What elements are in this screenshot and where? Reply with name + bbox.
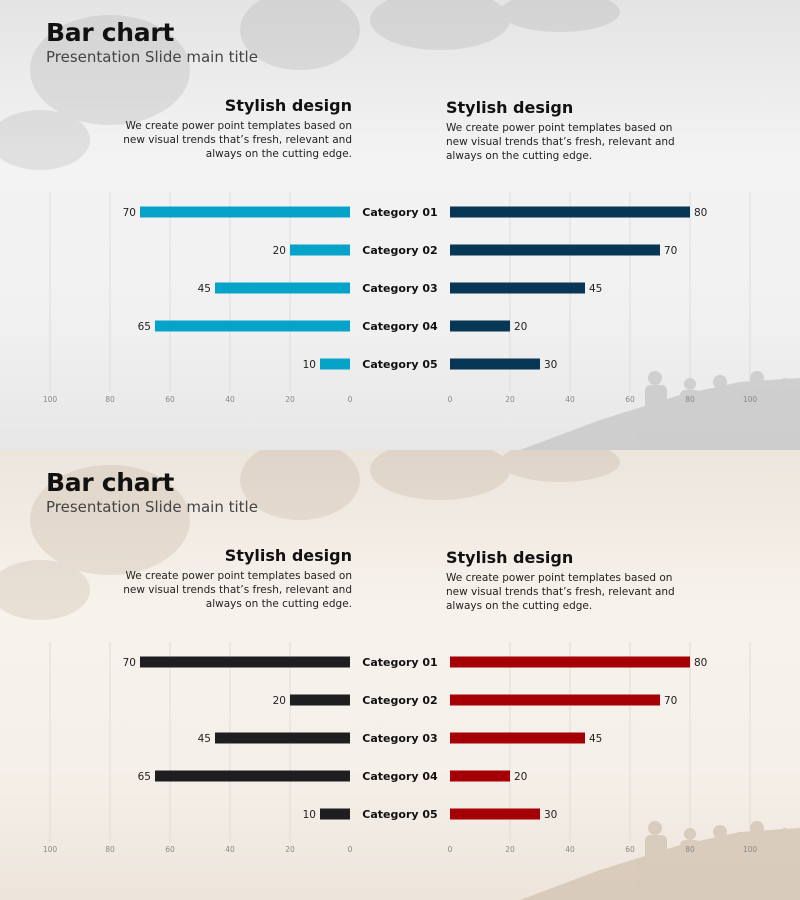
left-bar-value-label: 20	[273, 695, 286, 707]
category-label: Category 03	[362, 282, 437, 295]
category-label: Category 01	[362, 656, 437, 669]
left-axis-tick-label: 40	[225, 395, 235, 404]
right-bar	[450, 656, 690, 668]
left-axis-tick-label: 60	[165, 395, 175, 404]
left-axis-tick-label: 20	[285, 395, 295, 404]
right-axis-tick-label: 100	[743, 395, 758, 404]
right-bar-value-label: 30	[544, 809, 557, 821]
right-bar-value-label: 45	[589, 283, 602, 295]
left-bar	[155, 770, 350, 782]
left-bar-value-label: 70	[123, 207, 136, 219]
left-bar	[320, 808, 350, 820]
slide-subtitle: Presentation Slide main title	[46, 48, 258, 66]
left-axis-tick-label: 0	[348, 395, 353, 404]
left-bar-value-label: 45	[198, 733, 211, 745]
right-description: We create power point templates based on…	[446, 122, 675, 162]
slide: Bar chart Presentation Slide main title …	[0, 450, 800, 900]
right-axis-tick-label: 60	[625, 395, 635, 404]
right-bar	[450, 732, 585, 744]
left-axis-tick-label: 80	[105, 395, 115, 404]
category-label: Category 03	[362, 732, 437, 745]
left-heading: Stylish design	[224, 96, 352, 115]
left-bar	[155, 320, 350, 332]
right-axis-tick-label: 40	[565, 395, 575, 404]
left-bar-value-label: 45	[198, 283, 211, 295]
left-description: We create power point templates based on…	[123, 570, 352, 610]
background-photo	[0, 0, 800, 450]
right-bar	[450, 206, 690, 218]
right-axis-tick-label: 60	[625, 845, 635, 854]
left-axis-tick-label: 80	[105, 845, 115, 854]
right-bar-value-label: 80	[694, 207, 707, 219]
right-description: We create power point templates based on…	[446, 572, 675, 612]
right-bar	[450, 244, 660, 256]
right-axis-tick-label: 80	[685, 845, 695, 854]
background-photo	[0, 450, 800, 900]
right-bar	[450, 694, 660, 706]
left-bar-value-label: 20	[273, 245, 286, 257]
right-bar-value-label: 80	[694, 657, 707, 669]
right-bar	[450, 358, 540, 370]
left-bar	[215, 732, 350, 744]
right-bar	[450, 770, 510, 782]
left-axis-tick-label: 100	[43, 845, 58, 854]
category-label: Category 04	[362, 770, 438, 783]
right-axis-tick-label: 0	[448, 395, 453, 404]
slide-subtitle: Presentation Slide main title	[46, 498, 258, 516]
right-bar	[450, 808, 540, 820]
slide: Bar chart Presentation Slide main title …	[0, 0, 800, 450]
left-bar	[215, 282, 350, 294]
right-bar-value-label: 70	[664, 245, 677, 257]
right-axis-tick-label: 20	[505, 395, 515, 404]
left-axis-tick-label: 100	[43, 395, 58, 404]
left-bar-value-label: 10	[303, 809, 316, 821]
category-label: Category 05	[362, 808, 437, 821]
left-axis-tick-label: 20	[285, 845, 295, 854]
left-description: We create power point templates based on…	[123, 120, 352, 160]
slide-title: Bar chart	[46, 18, 175, 47]
left-axis-tick-label: 40	[225, 845, 235, 854]
left-bar	[140, 656, 350, 668]
butterfly-bar-chart: 100 80 60 40 20 0 0 20 40 60 80 100 Category 01 70 80 C…	[43, 192, 758, 404]
left-bar	[290, 694, 350, 706]
right-axis-tick-label: 100	[743, 845, 758, 854]
right-bar-value-label: 20	[514, 771, 527, 783]
right-bar	[450, 282, 585, 294]
grid-lines	[49, 192, 751, 392]
left-heading: Stylish design	[224, 546, 352, 565]
left-bar-value-label: 65	[138, 771, 151, 783]
right-axis-tick-label: 20	[505, 845, 515, 854]
right-bar-value-label: 45	[589, 733, 602, 745]
category-label: Category 04	[362, 320, 438, 333]
category-label: Category 05	[362, 358, 437, 371]
right-bar-value-label: 30	[544, 359, 557, 371]
left-bar-value-label: 10	[303, 359, 316, 371]
right-bar-value-label: 70	[664, 695, 677, 707]
butterfly-bar-chart: 100 80 60 40 20 0 0 20 40 60 80 100 Category 01 70 80 C…	[43, 642, 758, 854]
left-bar	[320, 358, 350, 370]
slide-title: Bar chart	[46, 468, 175, 497]
left-bar-value-label: 70	[123, 657, 136, 669]
right-heading: Stylish design	[446, 548, 574, 567]
right-heading: Stylish design	[446, 98, 574, 117]
right-axis-tick-label: 80	[685, 395, 695, 404]
left-axis-tick-label: 0	[348, 845, 353, 854]
category-label: Category 01	[362, 206, 437, 219]
left-bar	[290, 244, 350, 256]
right-bar	[450, 320, 510, 332]
left-axis-tick-label: 60	[165, 845, 175, 854]
category-label: Category 02	[362, 244, 437, 257]
left-bar-value-label: 65	[138, 321, 151, 333]
left-bar	[140, 206, 350, 218]
right-axis-tick-label: 0	[448, 845, 453, 854]
category-label: Category 02	[362, 694, 437, 707]
right-axis-tick-label: 40	[565, 845, 575, 854]
right-bar-value-label: 20	[514, 321, 527, 333]
